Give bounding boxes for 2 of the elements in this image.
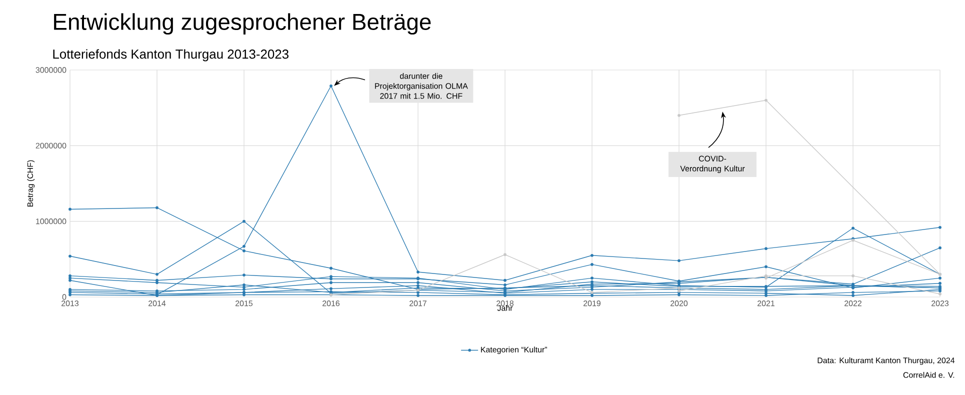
chart-title: Entwicklung zugesprochener Beträge xyxy=(54,13,431,35)
chart-subtitle: Lotteriefonds Kanton Thurgau 2013-2023 xyxy=(53,49,288,62)
